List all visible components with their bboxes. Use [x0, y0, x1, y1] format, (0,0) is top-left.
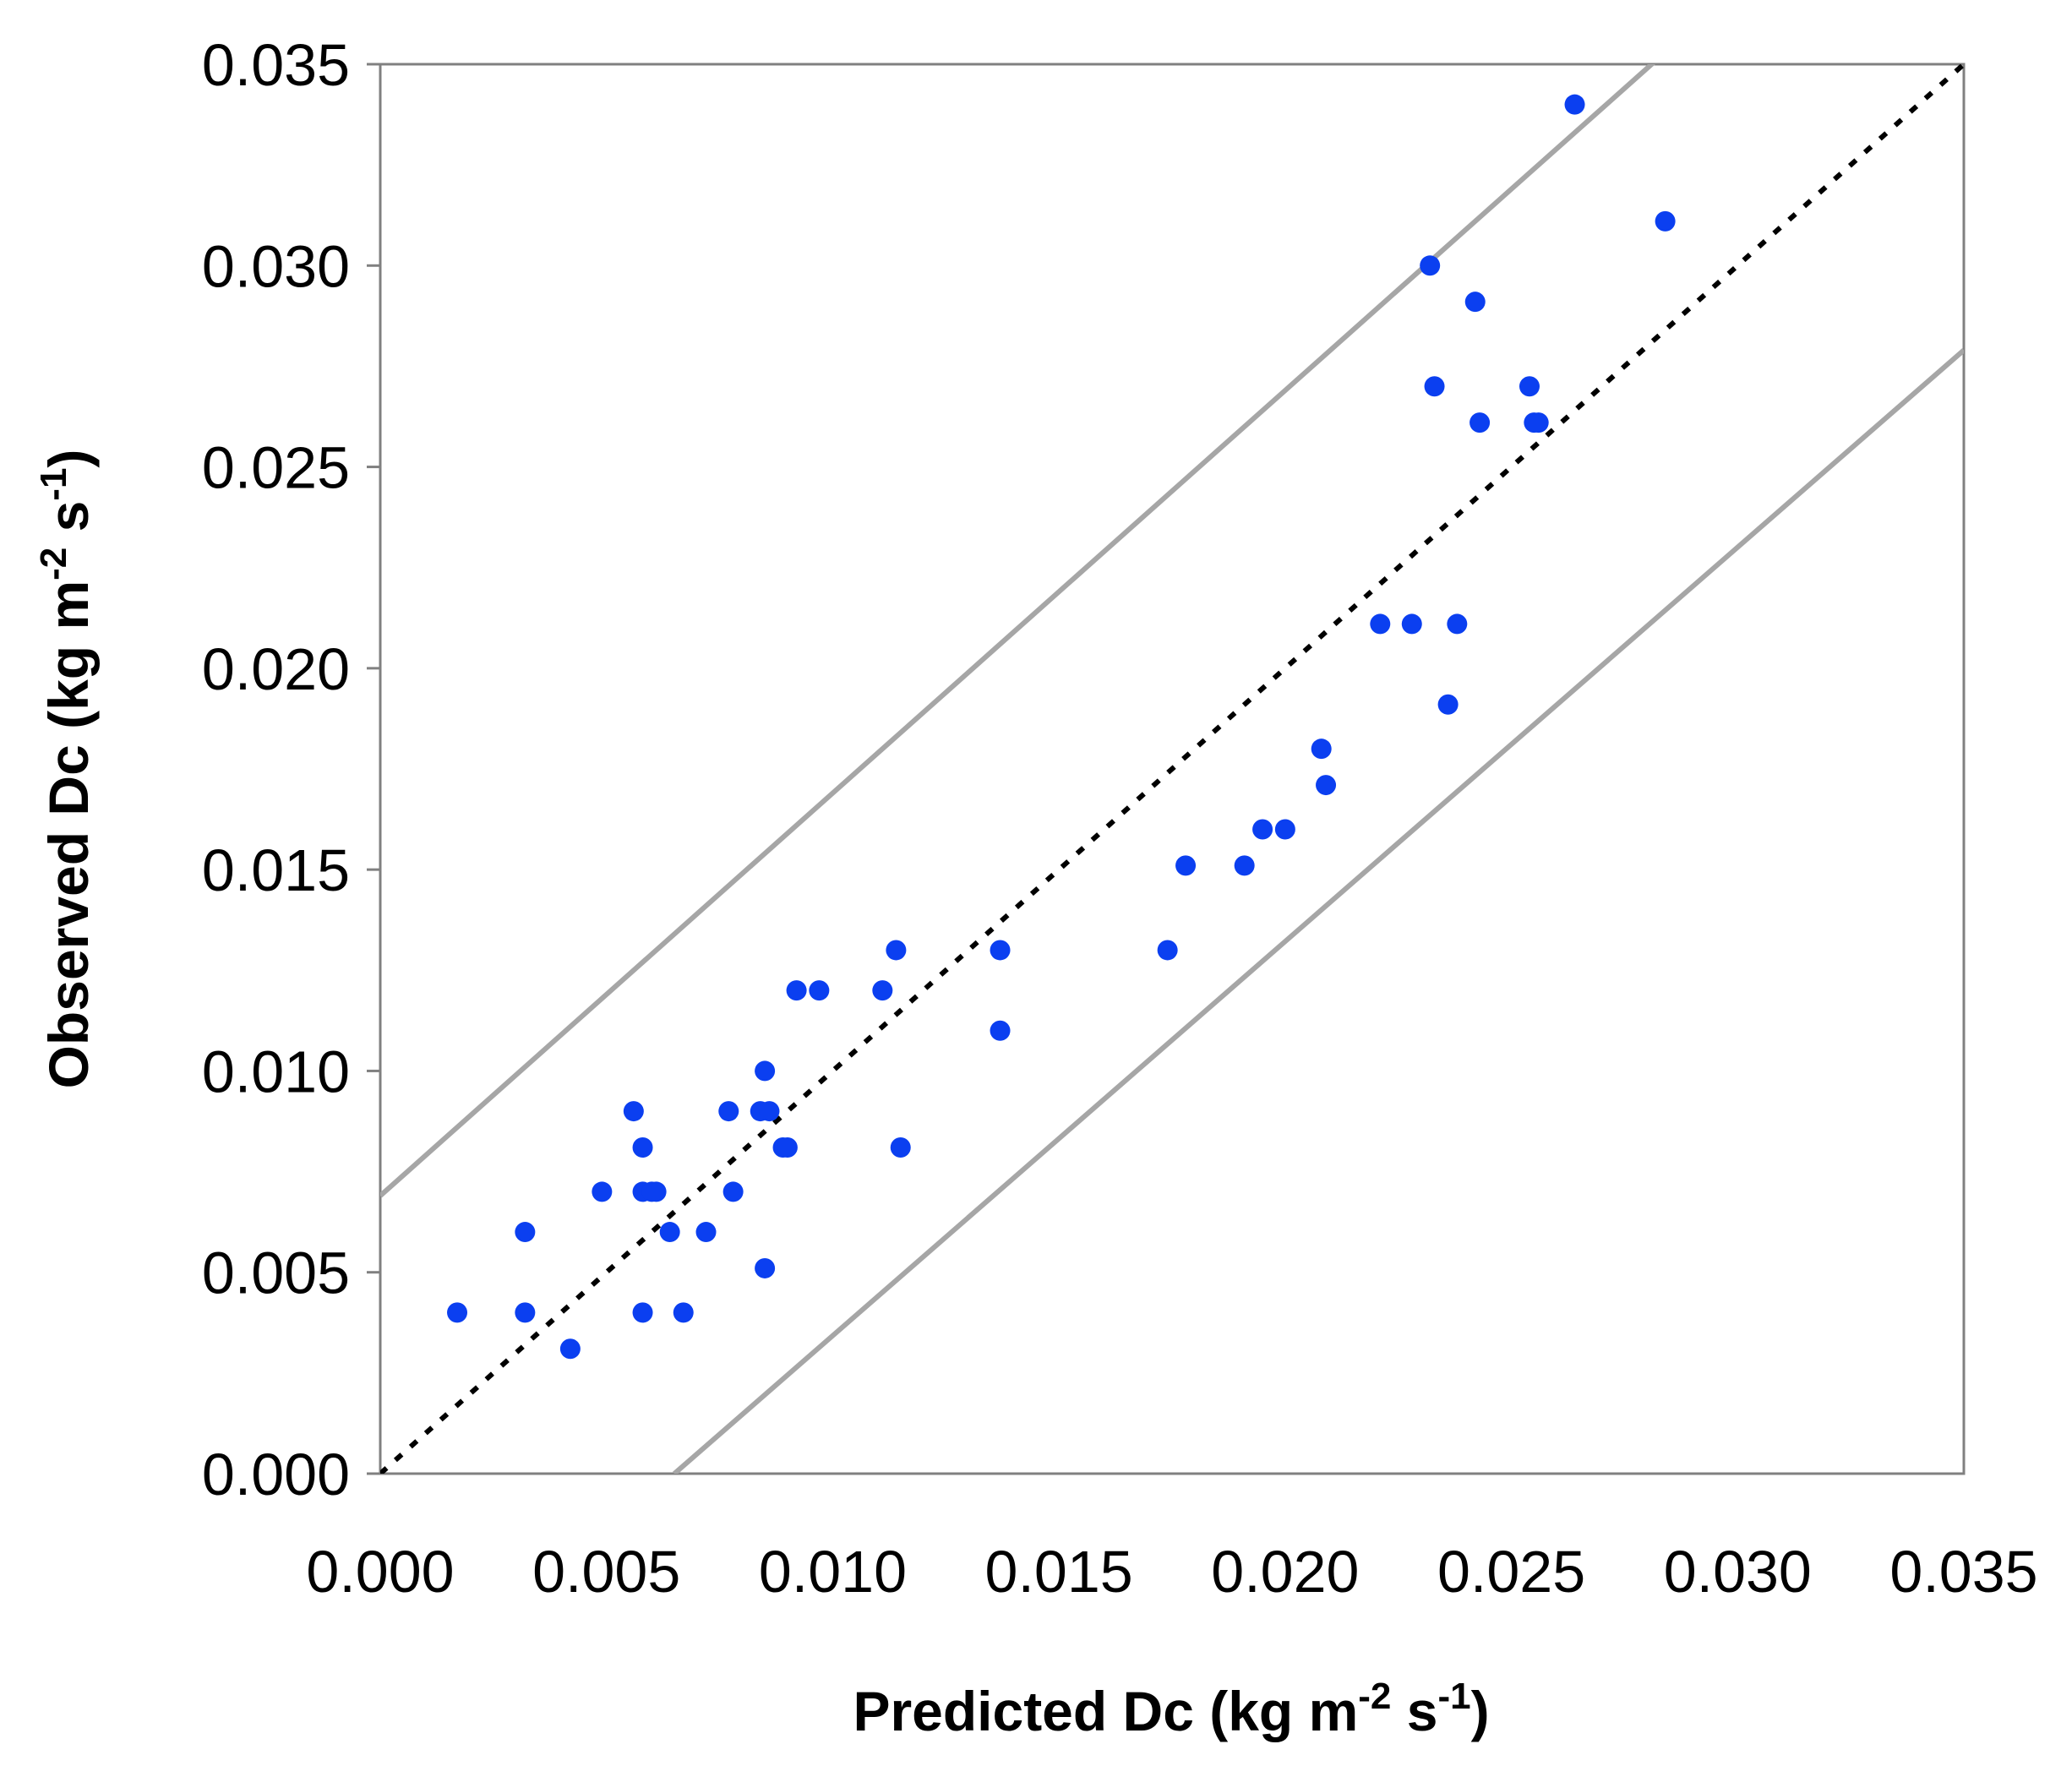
y-tick-label: 0.005 — [202, 1240, 350, 1306]
y-tick-label: 0.025 — [202, 435, 350, 501]
data-point — [646, 1181, 667, 1202]
data-point — [659, 1222, 680, 1243]
x-tick-label: 0.030 — [1664, 1539, 1812, 1605]
data-point — [559, 1338, 581, 1360]
y-tick-label: 0.015 — [202, 837, 350, 903]
x-tick-label: 0.025 — [1437, 1539, 1585, 1605]
data-point — [1157, 940, 1178, 961]
data-point — [1316, 775, 1337, 796]
x-tick-label: 0.015 — [985, 1539, 1133, 1605]
data-point — [1401, 613, 1422, 635]
plot-series — [380, 64, 1964, 1474]
x-tick-label: 0.035 — [1889, 1539, 2037, 1605]
data-point — [1234, 855, 1255, 876]
data-point — [1564, 94, 1585, 115]
y-axis-title: Observed Dc (kg m-2 s-1) — [33, 450, 100, 1089]
data-point — [786, 980, 807, 1001]
data-point — [1469, 412, 1491, 433]
data-point — [447, 1302, 468, 1323]
data-point — [1437, 694, 1459, 715]
data-point — [1175, 855, 1197, 876]
data-point — [1252, 819, 1273, 840]
data-point — [1274, 819, 1295, 840]
data-point — [515, 1302, 536, 1323]
y-tick-label: 0.010 — [202, 1038, 350, 1104]
data-point — [755, 1257, 776, 1278]
data-point — [990, 940, 1011, 961]
upper-bound-line — [380, 64, 1656, 1198]
y-axis: 0.000 0.005 0.010 0.015 0.020 0.025 0.030 0.035 — [202, 32, 380, 1507]
data-point — [515, 1222, 536, 1243]
data-point — [695, 1222, 717, 1243]
x-tick-label: 0.000 — [306, 1539, 454, 1605]
1-1-line-line — [380, 64, 1964, 1474]
y-tick-label: 0.000 — [202, 1442, 350, 1507]
y-tick-label: 0.020 — [202, 636, 350, 702]
data-point — [1464, 292, 1486, 313]
data-point — [886, 940, 907, 961]
data-point — [1519, 376, 1540, 397]
data-point — [1655, 210, 1676, 232]
data-point — [722, 1181, 744, 1202]
data-point — [759, 1101, 780, 1122]
data-point — [592, 1181, 613, 1202]
data-point — [777, 1136, 798, 1158]
data-point — [632, 1136, 653, 1158]
data-point — [1447, 613, 1468, 635]
data-point — [1420, 255, 1441, 276]
data-point — [632, 1302, 653, 1323]
plot-border — [379, 63, 1966, 1475]
y-tick-label: 0.035 — [202, 32, 350, 98]
data-point — [1311, 739, 1332, 760]
data-point — [872, 980, 893, 1001]
data-point — [623, 1101, 644, 1122]
plot-area — [379, 63, 1966, 1475]
x-axis: 0.000 0.005 0.010 0.015 0.020 0.025 0.030 0.035 — [306, 1539, 2037, 1605]
data-point — [890, 1136, 911, 1158]
data-point — [1528, 412, 1549, 433]
data-point — [1370, 613, 1391, 635]
data-point — [755, 1060, 776, 1082]
data-point — [673, 1302, 694, 1323]
data-point — [809, 980, 830, 1001]
lower-bound-line — [673, 348, 1964, 1474]
x-tick-label: 0.005 — [532, 1539, 680, 1605]
x-tick-label: 0.010 — [759, 1539, 907, 1605]
x-tick-label: 0.020 — [1211, 1539, 1359, 1605]
x-axis-title: Predicted Dc (kg m-2 s-1) — [853, 1676, 1489, 1742]
data-point — [990, 1020, 1011, 1041]
data-point — [718, 1101, 739, 1122]
data-point — [1424, 376, 1445, 397]
y-tick-label: 0.030 — [202, 233, 350, 299]
